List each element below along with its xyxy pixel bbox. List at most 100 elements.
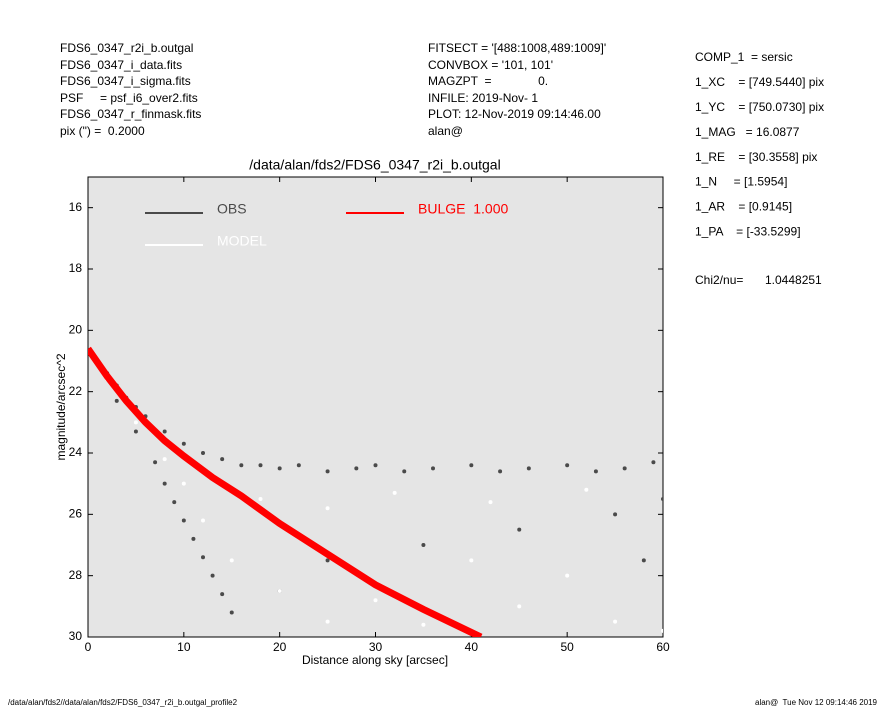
data-point (651, 460, 656, 465)
x-tick-label: 40 (465, 640, 479, 654)
header-middle-line: CONVBOX = '101, 101' (428, 58, 553, 72)
data-point (258, 463, 263, 468)
data-point (133, 420, 138, 425)
data-point (181, 441, 186, 446)
data-point (229, 558, 234, 563)
header-middle-line: FITSECT = '[488:1008,489:1009]' (428, 41, 606, 55)
data-point (354, 466, 359, 471)
footer-left: /data/alan/fds2//data/alan/fds2/FDS6_034… (8, 698, 238, 707)
y-tick-label: 28 (69, 568, 83, 582)
data-point (469, 463, 474, 468)
y-tick-label: 30 (69, 629, 83, 643)
data-point (296, 463, 301, 468)
data-point (114, 398, 119, 403)
header-middle-line: INFILE: 2019-Nov- 1 (428, 91, 538, 105)
x-tick-label: 60 (656, 640, 670, 654)
chart-title: /data/alan/fds2/FDS6_0347_r2i_b.outgal (249, 157, 500, 173)
data-point (162, 481, 167, 486)
data-point (162, 457, 167, 462)
data-point (162, 429, 167, 434)
x-tick-label: 0 (85, 640, 92, 654)
data-point (325, 558, 330, 563)
data-point (325, 469, 330, 474)
data-point (153, 460, 158, 465)
data-point (661, 628, 663, 633)
fit-parameter: 1_XC = [749.5440] pix (695, 75, 824, 89)
y-axis-label: magnitude/arcsec^2 (54, 353, 68, 460)
data-point (325, 506, 330, 511)
data-point (277, 466, 282, 471)
y-tick-label: 20 (69, 323, 83, 337)
x-tick-label: 30 (369, 640, 383, 654)
fit-parameter: 1_PA = [-33.5299] (695, 224, 801, 238)
fit-parameter: 1_N = [1.5954] (695, 175, 787, 189)
data-point (201, 518, 205, 523)
data-point (517, 604, 522, 609)
header-middle-line: MAGZPT = 0. (428, 74, 548, 88)
data-point (373, 463, 378, 468)
y-tick-label: 18 (69, 261, 83, 275)
header-left-line: FDS6_0347_r2i_b.outgal (60, 41, 193, 55)
data-point (172, 500, 177, 505)
footer-right: alan@ Tue Nov 12 09:14:46 2019 (755, 698, 878, 707)
data-point (277, 589, 282, 593)
data-point (191, 536, 196, 541)
header-left-line: FDS6_0347_r_finmask.fits (60, 107, 201, 121)
fit-parameter: 1_YC = [750.0730] pix (695, 100, 824, 114)
data-point (220, 457, 225, 462)
data-point (498, 469, 503, 474)
x-tick-label: 10 (177, 640, 191, 654)
plot-marks (88, 346, 663, 637)
data-point (133, 429, 138, 434)
data-point (373, 598, 378, 603)
header-middle-line: PLOT: 12-Nov-2019 09:14:46.00 (428, 107, 601, 121)
data-point (402, 469, 407, 474)
x-axis-label: Distance along sky [arcsec] (302, 653, 448, 667)
fit-parameter: 1_RE = [30.3558] pix (695, 150, 817, 164)
data-point (325, 619, 330, 624)
y-tick-label: 24 (69, 445, 83, 459)
x-tick-label: 50 (560, 640, 574, 654)
data-point (488, 500, 493, 505)
data-point (565, 573, 570, 578)
x-tick-label: 20 (273, 640, 287, 654)
header-left-line: pix (") = 0.2000 (60, 124, 145, 138)
data-point (584, 487, 589, 492)
data-point (613, 619, 618, 624)
y-tick-label: 22 (69, 384, 83, 398)
header-left-line: PSF = psf_i6_over2.fits (60, 91, 198, 105)
data-point (517, 527, 522, 532)
fit-parameter: 1_AR = [0.9145] (695, 200, 792, 214)
data-point (431, 466, 435, 471)
chi2-value: 1.0448251 (765, 273, 822, 287)
legend-label: BULGE 1.000 (418, 201, 508, 217)
data-point (229, 610, 234, 615)
legend-label: OBS (217, 201, 247, 217)
data-point (258, 497, 263, 501)
data-point (201, 451, 205, 455)
data-point (201, 555, 205, 560)
data-point (613, 512, 618, 517)
data-point (181, 518, 186, 523)
data-point (239, 463, 244, 468)
data-point (593, 469, 598, 474)
header-left-line: FDS6_0347_i_data.fits (60, 58, 182, 72)
legend-label: MODEL (217, 233, 267, 249)
data-point (661, 497, 663, 501)
header-left-line: FDS6_0347_i_sigma.fits (60, 74, 191, 88)
data-point (641, 558, 646, 563)
chi2-label: Chi2/nu= (695, 273, 743, 287)
model-curve (88, 346, 483, 637)
y-tick-label: 26 (69, 507, 83, 521)
fit-parameter: 1_MAG = 16.0877 (695, 125, 800, 139)
data-point (622, 466, 627, 471)
data-point (392, 490, 397, 495)
header: FDS6_0347_r2i_b.outgal FDS6_0347_i_data.f… (60, 41, 824, 287)
data-point (210, 573, 215, 578)
y-tick-label: 16 (69, 200, 83, 214)
data-point (526, 466, 531, 471)
data-point (469, 558, 474, 563)
data-point (421, 622, 426, 627)
data-point (181, 481, 186, 486)
